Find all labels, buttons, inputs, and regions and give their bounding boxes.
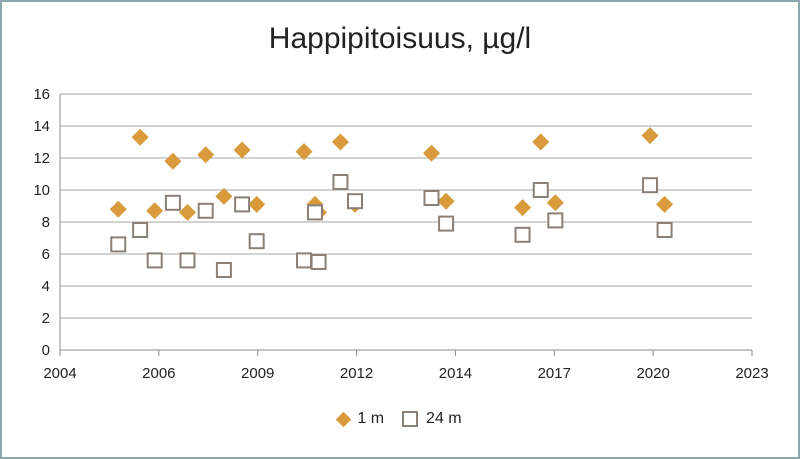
legend-item-24m: 24 m — [402, 410, 462, 428]
point-24m — [332, 174, 349, 190]
point-24m — [438, 215, 455, 232]
y-tick-label: 8 — [42, 214, 50, 231]
x-tick-label: 2009 — [241, 365, 274, 382]
y-tick-label: 14 — [33, 118, 50, 135]
point-24m — [110, 236, 127, 253]
legend: 1 m 24 m — [0, 410, 800, 428]
point-1m — [641, 127, 659, 145]
point-1m — [437, 192, 455, 210]
x-tick-label: 2020 — [636, 365, 669, 382]
gridlines — [60, 93, 752, 319]
point-24m — [642, 177, 659, 194]
x-tick-label: 2006 — [142, 365, 175, 382]
y-tick-label: 4 — [42, 278, 50, 295]
point-24m — [197, 202, 214, 219]
point-1m — [514, 199, 532, 217]
point-1m — [109, 200, 127, 218]
point-24m — [532, 182, 549, 198]
point-1m — [164, 152, 182, 170]
point-24m — [164, 194, 181, 211]
point-24m — [215, 262, 232, 278]
point-1m — [248, 195, 266, 213]
point-1m — [532, 133, 550, 151]
point-1m — [215, 187, 233, 205]
point-1m — [146, 202, 164, 220]
point-1m — [546, 194, 564, 212]
chart-title: Happipitoisuus, µg/l — [268, 22, 532, 55]
y-tick-label: 12 — [33, 150, 50, 167]
legend-label-24m: 24 m — [426, 410, 462, 427]
x-tick-label: 2012 — [340, 365, 373, 382]
point-24m — [514, 226, 531, 243]
point-24m — [179, 252, 196, 269]
point-24m — [423, 190, 440, 206]
point-1m — [295, 143, 313, 161]
x-tick-label: 2004 — [43, 365, 76, 382]
y-tick-label: 0 — [42, 342, 50, 359]
y-tick-label: 2 — [42, 310, 50, 327]
legend-label-1m: 1 m — [357, 410, 385, 427]
point-24m — [146, 252, 163, 269]
legend-item-1m: 1 m — [336, 410, 385, 428]
y-tick-label: 10 — [33, 182, 50, 199]
x-tick-label: 2023 — [735, 365, 768, 382]
point-24m — [547, 212, 564, 229]
point-1m — [131, 128, 149, 146]
point-1m — [422, 144, 440, 162]
x-tick-label: 2014 — [439, 365, 472, 382]
diamond-marker-icon — [336, 411, 352, 427]
point-24m — [347, 193, 364, 210]
y-tick-label: 6 — [42, 246, 50, 263]
y-tick-label: 16 — [33, 86, 50, 103]
data-points — [109, 127, 674, 278]
point-1m — [233, 141, 251, 159]
point-1m — [331, 133, 349, 151]
point-1m — [656, 195, 674, 213]
point-24m — [310, 254, 327, 270]
point-24m — [296, 252, 313, 269]
point-1m — [178, 203, 196, 221]
x-tick-label: 2017 — [538, 365, 571, 382]
tick-labels: 0 2 4 6 8 10 12 14 16 2004 2006 2009 2012 2014 2017 202… — [33, 86, 768, 382]
point-24m — [656, 222, 673, 238]
point-24m — [234, 196, 251, 213]
point-24m — [248, 233, 265, 250]
axes — [59, 94, 753, 356]
point-24m — [306, 204, 323, 221]
square-marker-icon — [402, 411, 419, 427]
point-1m — [197, 146, 215, 164]
point-24m — [132, 222, 149, 238]
